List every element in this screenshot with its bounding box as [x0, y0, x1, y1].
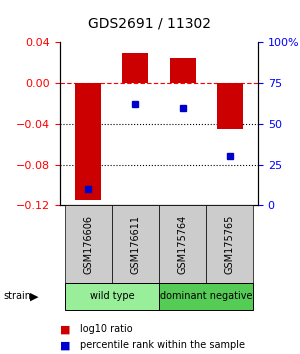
- Bar: [159, 283, 253, 310]
- Text: wild type: wild type: [89, 291, 134, 302]
- Bar: [217, 83, 243, 129]
- Bar: [112, 205, 159, 283]
- Bar: [206, 205, 253, 283]
- Text: GSM175764: GSM175764: [178, 215, 188, 274]
- Text: GSM176611: GSM176611: [130, 215, 140, 274]
- Text: GSM175765: GSM175765: [225, 215, 235, 274]
- Text: ■: ■: [60, 324, 70, 334]
- Text: GDS2691 / 11302: GDS2691 / 11302: [88, 16, 212, 30]
- Text: log10 ratio: log10 ratio: [80, 324, 132, 334]
- Text: percentile rank within the sample: percentile rank within the sample: [80, 340, 244, 350]
- Bar: [122, 53, 148, 83]
- Text: ■: ■: [60, 340, 70, 350]
- Text: GSM176606: GSM176606: [83, 215, 93, 274]
- Bar: [169, 58, 196, 83]
- Text: ▶: ▶: [30, 291, 39, 302]
- Bar: [65, 205, 112, 283]
- Text: dominant negative: dominant negative: [160, 291, 252, 302]
- Bar: [159, 205, 206, 283]
- Bar: [75, 83, 101, 200]
- Bar: [65, 283, 159, 310]
- Text: strain: strain: [3, 291, 31, 302]
